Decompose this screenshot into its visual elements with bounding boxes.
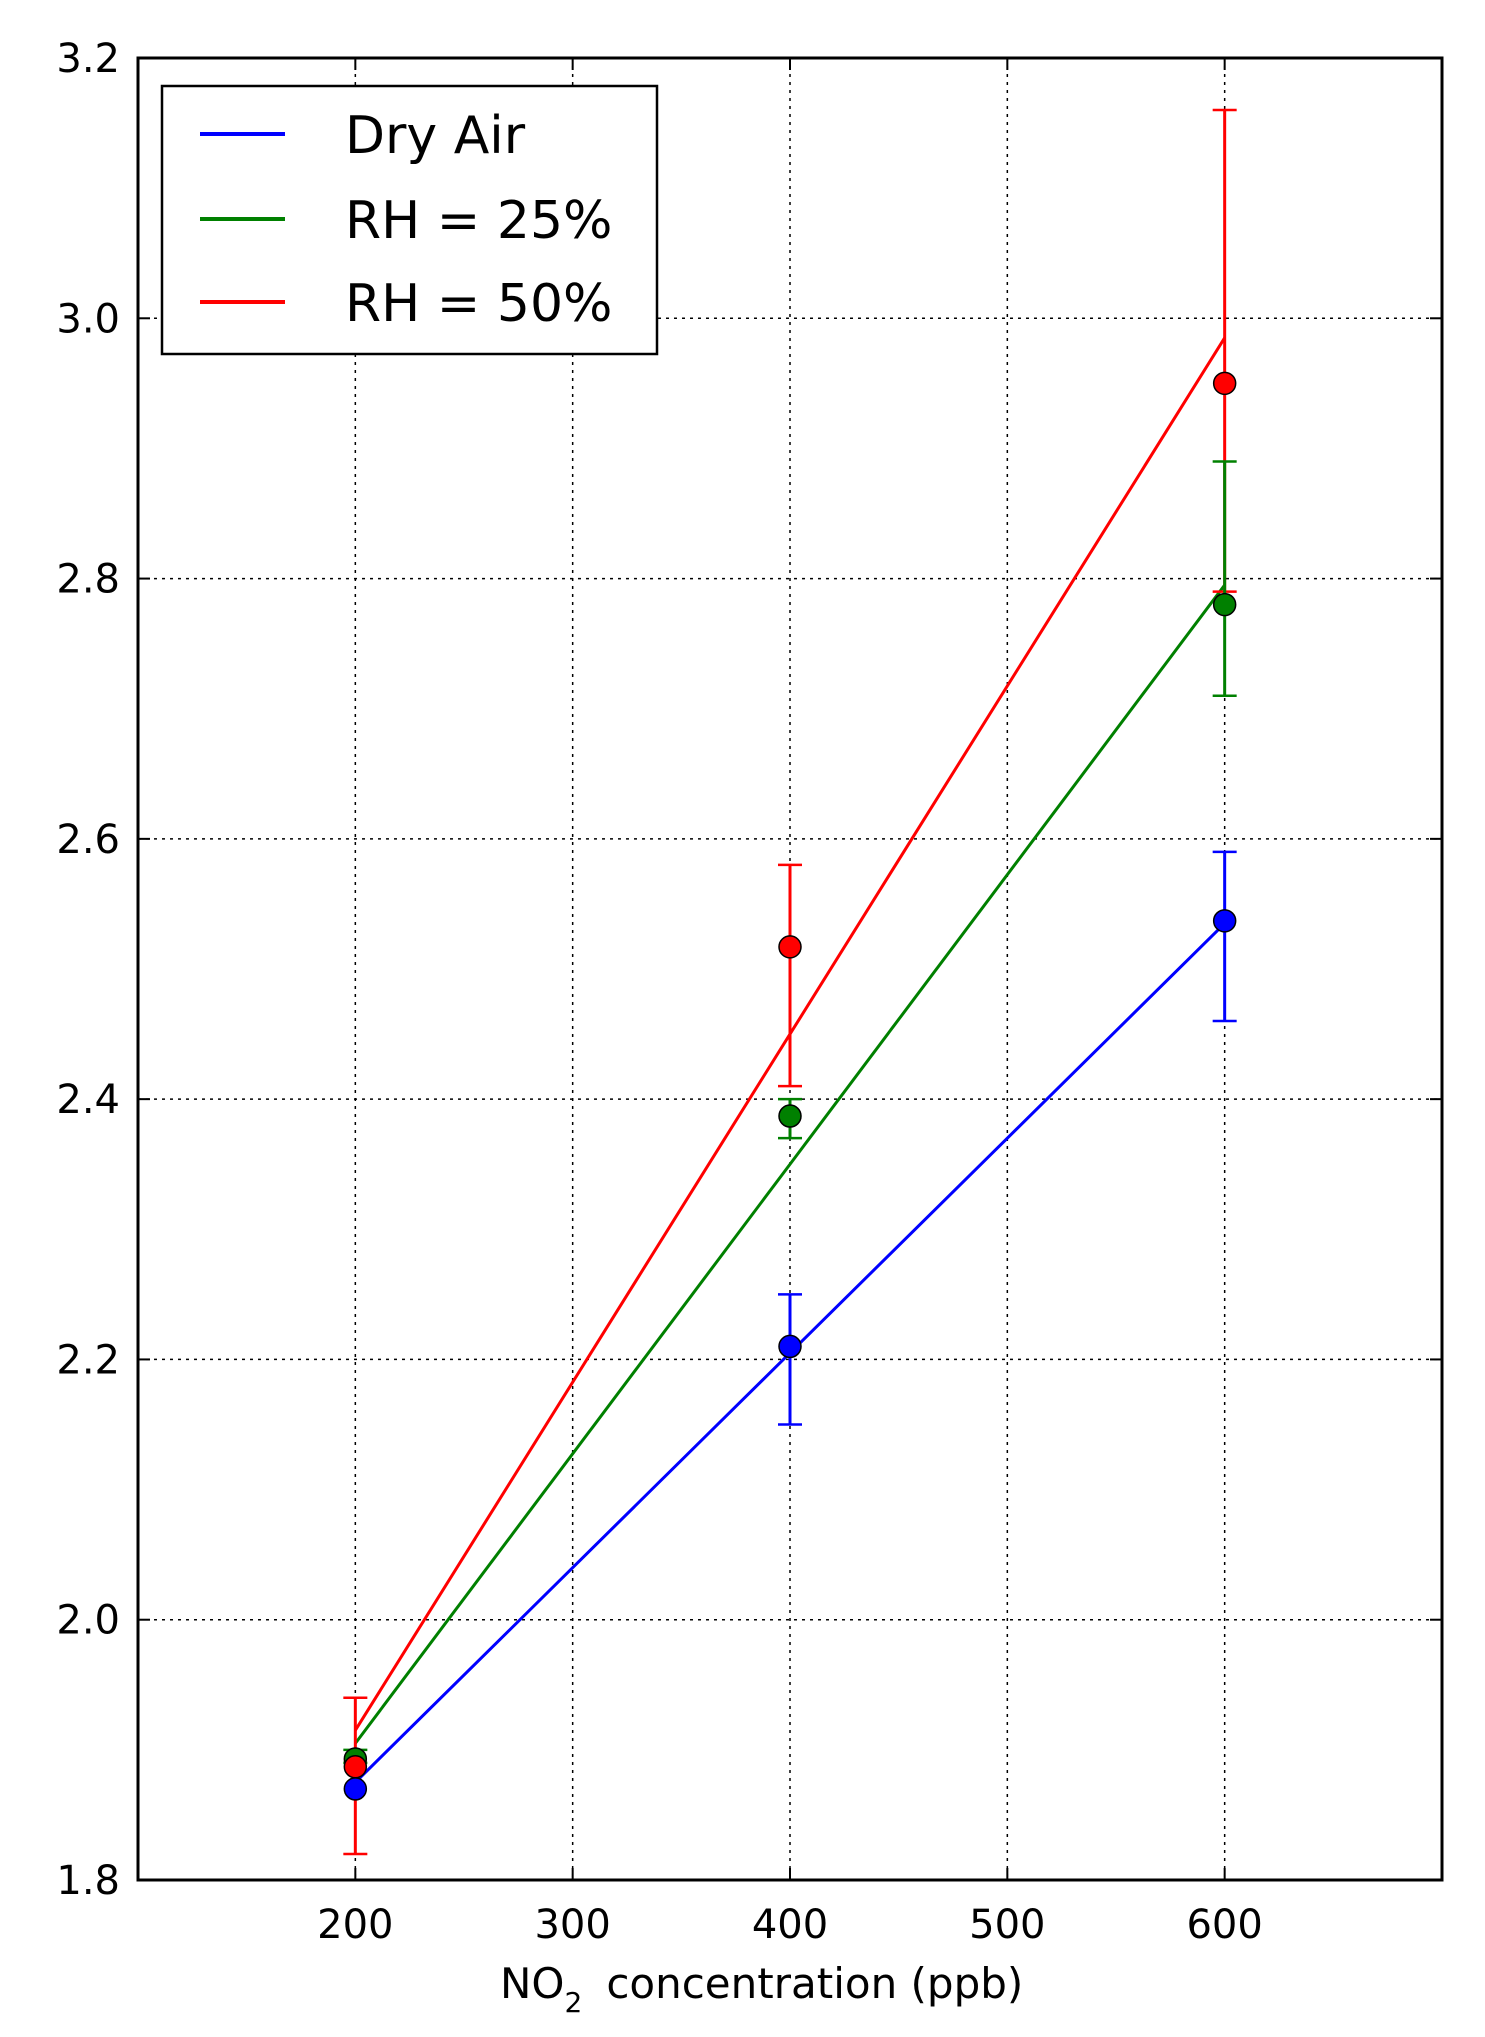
data-point-dry-air: [343, 1777, 368, 1801]
legend-label-rh-25: RH = 25%: [345, 191, 612, 251]
x-tick-label: 500: [969, 1902, 1045, 1948]
data-point-rh-50: [778, 935, 802, 959]
x-tick-label: 600: [1186, 1902, 1262, 1948]
x-tick-label: 400: [752, 1902, 828, 1948]
x-axis-title-suffix: concentration (ppb): [606, 1959, 1023, 2008]
data-point-dry-air: [1212, 909, 1237, 933]
data-point-rh-50: [343, 1755, 368, 1779]
y-tick-label: 2.2: [56, 1337, 120, 1383]
y-axis-ticks: 1.8 2.0 2.2 2.4 2.6 2.8 3.0 3.2: [56, 36, 1442, 1904]
y-tick-label: 2.8: [56, 557, 120, 603]
x-axis-ticks: 200 300 400 500 600: [317, 58, 1263, 1948]
fit-line-rh-25: [354, 584, 1226, 1745]
x-axis-title-subscript: 2: [564, 1986, 582, 2019]
y-tick-label: 2.0: [56, 1598, 120, 1644]
y-tick-label: 2.4: [56, 1077, 120, 1123]
legend: Dry Air RH = 25% RH = 50%: [160, 84, 659, 356]
y-tick-label: 3.0: [56, 296, 120, 342]
x-tick-label: 200: [317, 1902, 393, 1948]
data-point-rh-25: [778, 1104, 802, 1128]
y-tick-label: 3.2: [56, 36, 120, 82]
y-tick-label: 1.8: [56, 1858, 120, 1904]
legend-label-rh-50: RH = 50%: [345, 274, 612, 334]
data-point-dry-air: [778, 1334, 802, 1359]
x-axis-title: NO2 concentration (ppb): [500, 1959, 1023, 2019]
x-tick-label: 300: [534, 1902, 610, 1948]
data-points: [343, 371, 1237, 1801]
x-axis-title-prefix: NO: [500, 1959, 564, 2008]
data-point-rh-50: [1212, 371, 1237, 396]
data-point-rh-25: [1212, 592, 1237, 617]
y-tick-label: 2.6: [56, 817, 120, 863]
legend-label-dry-air: Dry Air: [345, 106, 526, 166]
